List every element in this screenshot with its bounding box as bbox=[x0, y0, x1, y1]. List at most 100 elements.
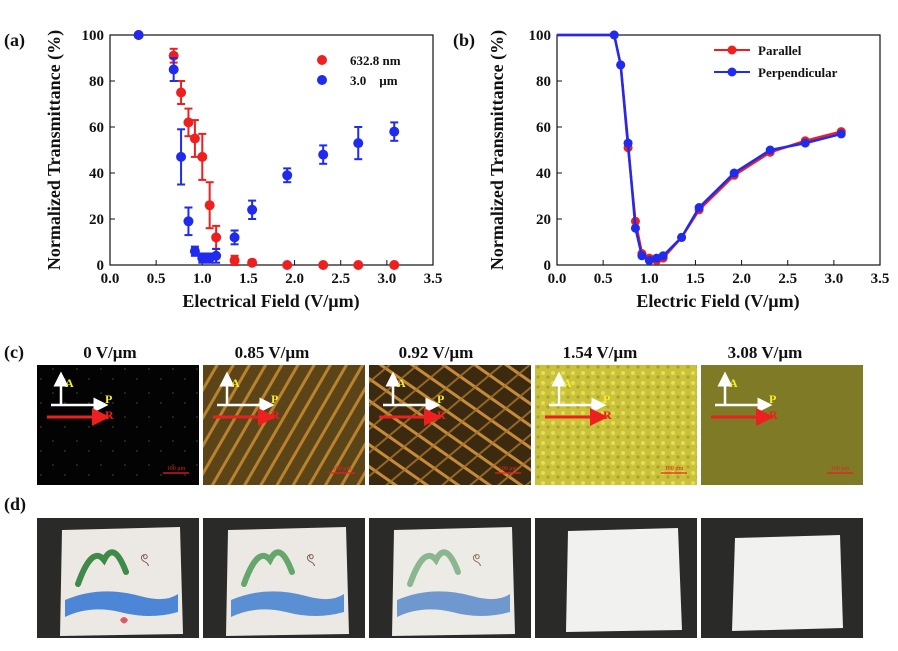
polarizer-label-5: P bbox=[769, 392, 776, 406]
point-a-1-10 bbox=[282, 170, 293, 181]
point-a-0-11 bbox=[318, 260, 329, 270]
y-tick-label-b-2: 40 bbox=[536, 166, 551, 182]
point-b-1-13 bbox=[800, 138, 810, 148]
field-label-3: 0.92 V/µm bbox=[399, 343, 474, 362]
artwork-mountain-3 bbox=[407, 549, 461, 587]
point-a-0-6 bbox=[204, 200, 215, 211]
photo-cell-5 bbox=[732, 535, 843, 631]
y-tick-label-b-3: 60 bbox=[536, 120, 551, 136]
scale-bar-label-2: 100 µm bbox=[333, 466, 352, 472]
x-tick-label-a-3: 1.5 bbox=[239, 271, 258, 287]
point-b-1-9 bbox=[677, 232, 687, 242]
y-tick-label-a-2: 40 bbox=[89, 166, 104, 182]
legend-b-label-blue: Perpendicular bbox=[758, 65, 838, 80]
x-tick-label-a-2: 1.0 bbox=[193, 271, 212, 287]
scale-bar-label-4: 100 µm bbox=[665, 466, 684, 472]
rubbing-label-2: R bbox=[271, 408, 280, 422]
x-tick-label-b-1: 0.5 bbox=[594, 271, 613, 287]
panel-d: (d) ৎ ৎ ৎ bbox=[4, 494, 863, 638]
artwork-glyph-2: ৎ bbox=[306, 550, 316, 570]
y-tick-label-a-0: 0 bbox=[97, 258, 105, 274]
photo-cell-3: ৎ bbox=[392, 527, 515, 636]
scale-bar-label-3: 100 µm bbox=[499, 466, 518, 472]
artwork-river-1 bbox=[65, 591, 178, 617]
point-a-0-12 bbox=[353, 260, 364, 270]
y-tick-label-b-5: 100 bbox=[529, 28, 552, 44]
point-a-0-2 bbox=[176, 87, 187, 98]
x-axis-title-b: Electric Field (V/µm) bbox=[636, 291, 799, 312]
point-b-1-12 bbox=[765, 145, 775, 155]
point-a-1-0 bbox=[133, 30, 144, 40]
y-axis-title-a: Normalized Transmittance (%) bbox=[44, 30, 65, 270]
rubbing-label-4: R bbox=[603, 408, 612, 422]
point-a-1-7 bbox=[211, 250, 222, 261]
point-b-1-10 bbox=[694, 203, 704, 212]
point-b-1-1 bbox=[609, 30, 619, 40]
point-a-1-5 bbox=[197, 253, 208, 264]
plot-b-frame bbox=[556, 34, 881, 266]
y-axis-title-b: Normalized Transmittance (%) bbox=[487, 30, 508, 270]
x-tick-label-b-3: 1.5 bbox=[686, 271, 705, 287]
polarizer-label-4: P bbox=[603, 392, 610, 406]
legend-b: Parallel Perpendicular bbox=[714, 43, 838, 80]
y-tick-label-b-1: 20 bbox=[536, 212, 551, 228]
artwork-mountain-1 bbox=[75, 549, 129, 587]
point-a-0-13 bbox=[389, 260, 400, 270]
artwork-river-2 bbox=[231, 591, 344, 617]
analyzer-label-5: A bbox=[729, 376, 738, 390]
point-a-1-12 bbox=[353, 138, 364, 149]
field-label-5: 3.08 V/µm bbox=[728, 343, 803, 362]
point-a-0-9 bbox=[247, 257, 258, 268]
y-tick-label-b-0: 0 bbox=[544, 258, 552, 274]
field-label-2: 0.85 V/µm bbox=[235, 343, 310, 362]
photo-cell-4 bbox=[566, 528, 682, 632]
legend-a-label-red: 632.8 nm bbox=[350, 53, 401, 68]
legend-b-label-red: Parallel bbox=[758, 43, 802, 58]
x-tick-label-a-1: 0.5 bbox=[147, 271, 166, 287]
artwork-glyph-3: ৎ bbox=[472, 550, 482, 570]
rubbing-label-3: R bbox=[437, 408, 446, 422]
x-tick-label-b-0: 0.0 bbox=[548, 271, 567, 287]
scale-bar-label-1: 100 µm bbox=[167, 466, 186, 472]
legend-a-marker-blue bbox=[317, 75, 327, 85]
legend-a-marker-red bbox=[317, 55, 327, 65]
point-a-1-3 bbox=[183, 216, 194, 227]
analyzer-label-4: A bbox=[563, 376, 572, 390]
point-a-0-7 bbox=[211, 232, 222, 243]
analyzer-label-1: A bbox=[65, 376, 74, 390]
x-tick-label-a-6: 3.0 bbox=[377, 271, 396, 287]
point-a-1-11 bbox=[318, 149, 329, 160]
point-a-0-10 bbox=[282, 260, 293, 270]
artwork-glyph-1: ৎ bbox=[140, 550, 150, 570]
panel-c: (c) 0 V/µm 0.85 V/µm 0.92 V/µm 1.54 V/µm… bbox=[4, 342, 863, 485]
point-a-1-9 bbox=[247, 204, 258, 215]
point-a-0-8 bbox=[229, 255, 240, 266]
y-tick-label-a-3: 60 bbox=[89, 120, 104, 136]
rubbing-label-5: R bbox=[769, 408, 778, 422]
panel-a-letter: (a) bbox=[4, 30, 25, 51]
point-a-1-4 bbox=[189, 246, 200, 257]
chart-a: (a) 0.0 0.5 1.0 1.5 2.0 2.5 3.0 3.5 0 20 40 60 80 100… bbox=[4, 28, 442, 312]
x-tick-label-a-4: 2.0 bbox=[285, 271, 304, 287]
x-tick-label-b-4: 2.0 bbox=[732, 271, 751, 287]
panel-c-letter: (c) bbox=[4, 342, 24, 363]
polarizer-label-3: P bbox=[437, 392, 444, 406]
point-a-1-2 bbox=[176, 151, 187, 162]
point-b-1-2 bbox=[616, 60, 626, 70]
polarizer-label-1: P bbox=[105, 392, 112, 406]
photo-cell-1: ৎ bbox=[60, 527, 183, 636]
x-tick-label-b-6: 3.0 bbox=[824, 271, 843, 287]
point-b-1-4 bbox=[630, 223, 640, 233]
polarizer-label-2: P bbox=[271, 392, 278, 406]
y-tick-label-b-4: 80 bbox=[536, 74, 551, 90]
y-tick-label-a-1: 20 bbox=[89, 212, 104, 228]
legend-b-marker-blue bbox=[727, 67, 737, 77]
point-b-1-11 bbox=[729, 168, 739, 178]
point-b-1-5 bbox=[637, 251, 647, 261]
plot-a-frame bbox=[109, 34, 434, 266]
y-tick-label-a-4: 80 bbox=[89, 74, 104, 90]
x-axis-title-a: Electrical Field (V/µm) bbox=[182, 291, 359, 312]
panel-b-letter: (b) bbox=[453, 30, 475, 51]
field-label-1: 0 V/µm bbox=[83, 343, 136, 362]
x-tick-label-a-5: 2.5 bbox=[331, 271, 350, 287]
